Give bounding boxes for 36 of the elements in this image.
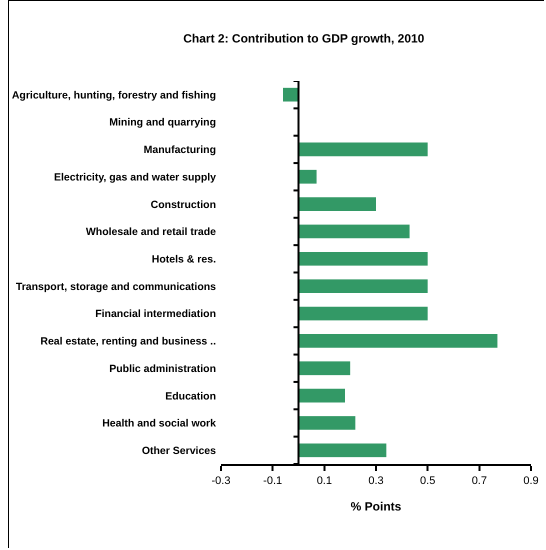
y-tick-label: Public administration — [109, 362, 216, 375]
y-tick-label: Financial intermediation — [95, 308, 216, 320]
x-tick-label: -0.3 — [212, 475, 230, 488]
bar — [298, 361, 350, 376]
x-axis-title: % Points — [350, 500, 402, 514]
y-tick-label: Construction — [150, 198, 216, 211]
x-tick-label: 0.9 — [523, 475, 539, 488]
bar — [298, 416, 356, 430]
y-tick-label: Electricity, gas and water supply — [54, 171, 216, 184]
bar — [298, 197, 376, 211]
bar — [298, 142, 428, 156]
y-tick-label: Other Services — [142, 444, 216, 457]
y-tick-label: Wholesale and retail trade — [86, 226, 216, 238]
bar — [298, 334, 498, 348]
bar — [298, 170, 317, 184]
y-tick-label: Hotels & res. — [152, 253, 216, 266]
chart-title: Chart 2: Contribution to GDP growth, 2010 — [183, 31, 425, 46]
y-tick-label: Real estate, renting and business .. — [40, 336, 216, 348]
x-tick-label: 0.7 — [472, 475, 487, 488]
x-tick-label: -0.1 — [263, 475, 282, 488]
y-tick-label: Agriculture, hunting, forestry and fishing — [12, 89, 216, 102]
x-tick-label: 0.1 — [316, 475, 332, 488]
y-tick-label: Manufacturing — [144, 144, 216, 156]
y-tick-label: Health and social work — [102, 418, 216, 430]
x-tick-label: 0.3 — [368, 475, 384, 488]
y-tick-label: Education — [165, 390, 216, 402]
bar — [298, 224, 410, 238]
bar — [283, 88, 298, 102]
y-tick-label: Transport, storage and communications — [16, 280, 216, 293]
bar — [298, 306, 428, 320]
x-tick-label: 0.5 — [420, 475, 436, 488]
bar — [298, 279, 428, 294]
y-tick-label: Mining and quarrying — [109, 116, 216, 129]
bar — [298, 443, 386, 458]
bar — [298, 252, 428, 266]
bar — [298, 388, 345, 402]
